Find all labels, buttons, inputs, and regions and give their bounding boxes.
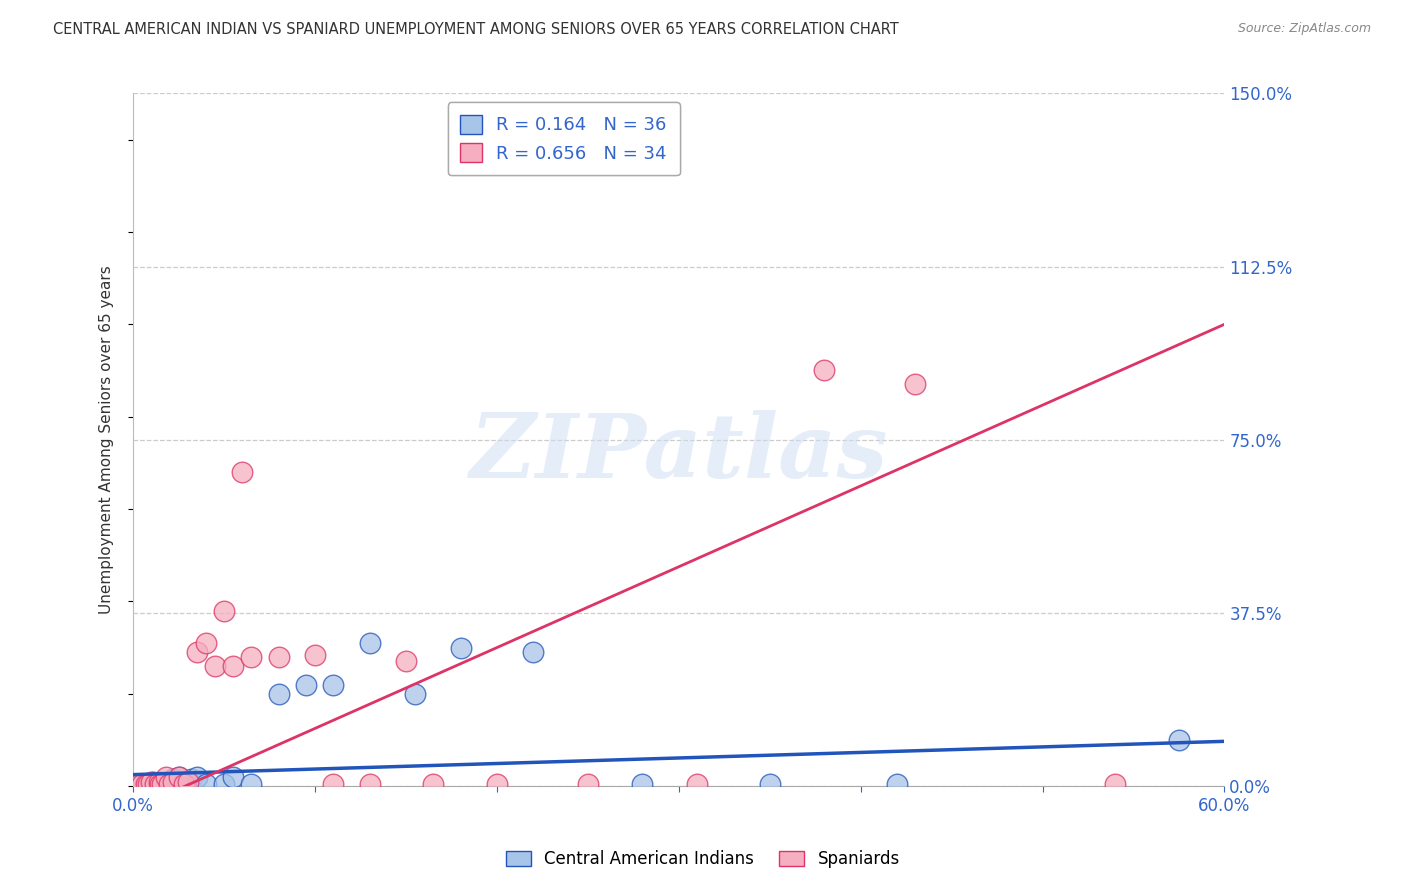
Point xyxy=(1104,777,1126,791)
Point xyxy=(222,770,245,784)
Point xyxy=(143,777,166,791)
Point xyxy=(148,774,170,789)
Point xyxy=(194,636,217,650)
Point xyxy=(131,777,153,791)
Point xyxy=(150,777,173,791)
Point xyxy=(143,777,166,791)
Point xyxy=(148,777,170,791)
Point xyxy=(141,777,163,791)
Point xyxy=(176,774,198,789)
Point xyxy=(631,777,654,791)
Point xyxy=(186,645,208,659)
Y-axis label: Unemployment Among Seniors over 65 years: Unemployment Among Seniors over 65 years xyxy=(100,266,114,614)
Point xyxy=(128,777,150,791)
Point xyxy=(153,777,176,791)
Point xyxy=(240,777,263,791)
Legend: R = 0.164   N = 36, R = 0.656   N = 34: R = 0.164 N = 36, R = 0.656 N = 34 xyxy=(447,103,679,176)
Point xyxy=(231,465,253,479)
Point xyxy=(142,774,165,789)
Point xyxy=(322,677,344,691)
Point xyxy=(166,774,188,789)
Point xyxy=(136,777,159,791)
Point xyxy=(522,645,544,659)
Point xyxy=(155,770,177,784)
Point xyxy=(212,777,235,791)
Point xyxy=(212,604,235,618)
Point xyxy=(240,649,263,664)
Point xyxy=(304,648,326,662)
Point xyxy=(155,774,177,789)
Point xyxy=(576,777,599,791)
Point xyxy=(180,772,202,787)
Point xyxy=(156,777,179,791)
Point xyxy=(359,636,381,650)
Point xyxy=(135,777,157,791)
Point xyxy=(172,777,194,791)
Point xyxy=(173,777,195,791)
Point xyxy=(149,774,172,789)
Point xyxy=(150,777,173,791)
Text: ZIPatlas: ZIPatlas xyxy=(470,410,887,497)
Point xyxy=(162,772,184,787)
Point xyxy=(404,687,426,701)
Point xyxy=(128,777,150,791)
Point xyxy=(159,777,181,791)
Point xyxy=(813,363,835,377)
Point xyxy=(176,774,198,789)
Point xyxy=(204,659,226,673)
Point xyxy=(159,777,181,791)
Point xyxy=(149,777,172,791)
Point xyxy=(450,640,472,655)
Point xyxy=(395,655,418,669)
Point xyxy=(194,777,217,791)
Point xyxy=(295,677,318,691)
Point xyxy=(167,770,190,784)
Point xyxy=(686,777,709,791)
Point xyxy=(758,777,780,791)
Point xyxy=(131,777,153,791)
Point xyxy=(162,774,184,789)
Point xyxy=(136,777,159,791)
Point xyxy=(322,777,344,791)
Text: Source: ZipAtlas.com: Source: ZipAtlas.com xyxy=(1237,22,1371,36)
Point xyxy=(222,659,245,673)
Point xyxy=(267,687,290,701)
Point xyxy=(485,777,508,791)
Point xyxy=(904,377,927,392)
Legend: Central American Indians, Spaniards: Central American Indians, Spaniards xyxy=(499,844,907,875)
Point xyxy=(422,777,444,791)
Point xyxy=(267,649,290,664)
Point xyxy=(135,777,157,791)
Point xyxy=(141,774,163,789)
Point xyxy=(886,777,908,791)
Text: CENTRAL AMERICAN INDIAN VS SPANIARD UNEMPLOYMENT AMONG SENIORS OVER 65 YEARS COR: CENTRAL AMERICAN INDIAN VS SPANIARD UNEM… xyxy=(53,22,900,37)
Point xyxy=(359,777,381,791)
Point xyxy=(1168,733,1191,747)
Point xyxy=(167,770,190,784)
Point xyxy=(186,770,208,784)
